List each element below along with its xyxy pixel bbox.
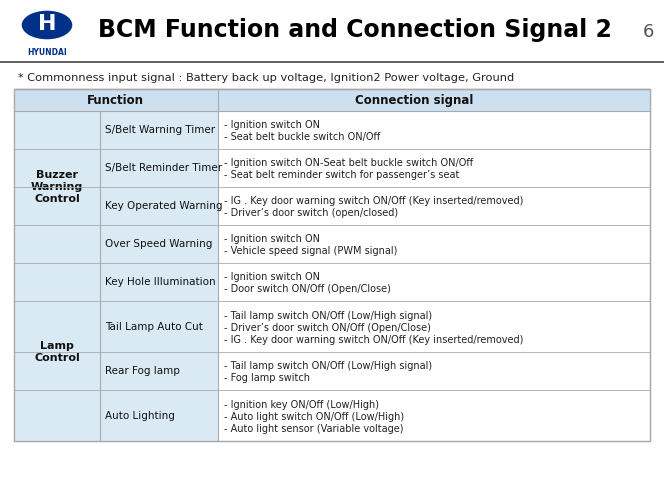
- Text: H: H: [38, 14, 56, 34]
- Bar: [14, 89, 650, 441]
- Text: Rear Fog lamp: Rear Fog lamp: [105, 366, 180, 376]
- Text: - IG . Key door warning switch ON/Off (Key inserted/removed): - IG . Key door warning switch ON/Off (K…: [224, 335, 523, 345]
- Text: - Vehicle speed signal (PWM signal): - Vehicle speed signal (PWM signal): [224, 246, 397, 256]
- Text: - Seat belt reminder switch for passenger’s seat: - Seat belt reminder switch for passenge…: [224, 170, 459, 180]
- Text: Tail Lamp Auto Cut: Tail Lamp Auto Cut: [105, 322, 203, 332]
- Text: - Ignition switch ON: - Ignition switch ON: [224, 120, 319, 130]
- Bar: [14, 89, 650, 441]
- Text: - Ignition key ON/Off (Low/High): - Ignition key ON/Off (Low/High): [224, 399, 378, 409]
- Text: Lamp
Control: Lamp Control: [34, 341, 80, 363]
- Text: * Commonness input signal : Battery back up voltage, Ignition2 Power voltage, Gr: * Commonness input signal : Battery back…: [18, 73, 514, 83]
- Text: HYUNDAI: HYUNDAI: [27, 47, 67, 56]
- Text: Connection signal: Connection signal: [355, 94, 474, 107]
- Text: - Fog lamp switch: - Fog lamp switch: [224, 373, 309, 383]
- Text: - Ignition switch ON-Seat belt buckle switch ON/Off: - Ignition switch ON-Seat belt buckle sw…: [224, 158, 473, 168]
- Text: - Tail lamp switch ON/Off (Low/High signal): - Tail lamp switch ON/Off (Low/High sign…: [224, 361, 432, 371]
- Text: Function: Function: [87, 94, 144, 107]
- Text: Over Speed Warning: Over Speed Warning: [105, 239, 212, 249]
- Text: BCM Function and Connection Signal 2: BCM Function and Connection Signal 2: [98, 18, 612, 42]
- Text: - Driver’s door switch (open/closed): - Driver’s door switch (open/closed): [224, 208, 398, 218]
- Text: Buzzer
Warning
Control: Buzzer Warning Control: [31, 170, 83, 204]
- Ellipse shape: [21, 10, 73, 40]
- Text: - Auto light switch ON/Off (Low/High): - Auto light switch ON/Off (Low/High): [224, 411, 404, 421]
- Bar: [14, 111, 218, 263]
- Text: 6: 6: [642, 23, 653, 41]
- Text: - Ignition switch ON: - Ignition switch ON: [224, 234, 319, 244]
- Text: Key Hole Illumination: Key Hole Illumination: [105, 277, 216, 287]
- Text: - Seat belt buckle switch ON/Off: - Seat belt buckle switch ON/Off: [224, 132, 380, 142]
- Text: S/Belt Reminder Timer: S/Belt Reminder Timer: [105, 163, 222, 173]
- Text: - Door switch ON/Off (Open/Close): - Door switch ON/Off (Open/Close): [224, 284, 390, 294]
- Text: - Tail lamp switch ON/Off (Low/High signal): - Tail lamp switch ON/Off (Low/High sign…: [224, 310, 432, 321]
- Text: - Driver’s door switch ON/Off (Open/Close): - Driver’s door switch ON/Off (Open/Clos…: [224, 323, 430, 333]
- Text: - Auto light sensor (Variable voltage): - Auto light sensor (Variable voltage): [224, 423, 403, 433]
- Text: S/Belt Warning Timer: S/Belt Warning Timer: [105, 125, 215, 135]
- Text: - IG . Key door warning switch ON/Off (Key inserted/removed): - IG . Key door warning switch ON/Off (K…: [224, 196, 523, 206]
- Text: Key Operated Warning: Key Operated Warning: [105, 201, 222, 211]
- Bar: [14, 263, 218, 441]
- Text: - Ignition switch ON: - Ignition switch ON: [224, 272, 319, 282]
- Bar: [0, 0, 664, 62]
- Bar: [14, 89, 650, 111]
- Text: Auto Lighting: Auto Lighting: [105, 410, 175, 420]
